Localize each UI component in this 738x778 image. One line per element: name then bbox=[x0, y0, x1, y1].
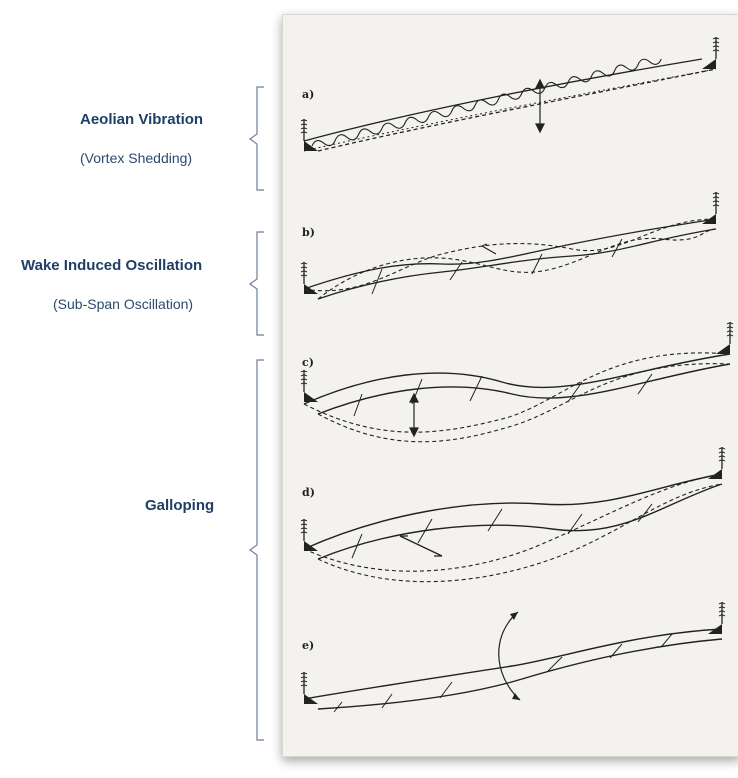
panel-a: a) bbox=[300, 36, 720, 152]
wake-induced-oscillation-subtitle: (Sub-Span Oscillation) bbox=[53, 296, 194, 312]
aeolian-vibration-subtitle: (Vortex Shedding) bbox=[80, 150, 193, 166]
wake-induced-oscillation-title: Wake Induced Oscillation bbox=[21, 257, 203, 274]
aeolian-bracket bbox=[248, 86, 264, 191]
galloping-title: Galloping bbox=[145, 497, 215, 514]
panel-b-tag: b) bbox=[302, 226, 315, 239]
figure-panel bbox=[282, 14, 738, 757]
panel-d: d) bbox=[300, 446, 726, 583]
panel-a-tag: a) bbox=[302, 88, 314, 101]
panel-e-tag: e) bbox=[302, 639, 314, 652]
panel-c-tag: c) bbox=[302, 356, 314, 369]
panel-b: b) bbox=[300, 191, 720, 300]
galloping-bracket bbox=[248, 359, 264, 741]
aeolian-vibration-title: Aeolian Vibration bbox=[80, 111, 204, 128]
conductor-motion-figure: a) b) c) d) bbox=[300, 36, 734, 713]
group-brackets bbox=[248, 86, 264, 741]
panel-d-tag: d) bbox=[302, 486, 315, 499]
panel-c: c) bbox=[300, 321, 734, 443]
panel-e: e) bbox=[300, 601, 726, 713]
wake-bracket bbox=[248, 231, 264, 336]
